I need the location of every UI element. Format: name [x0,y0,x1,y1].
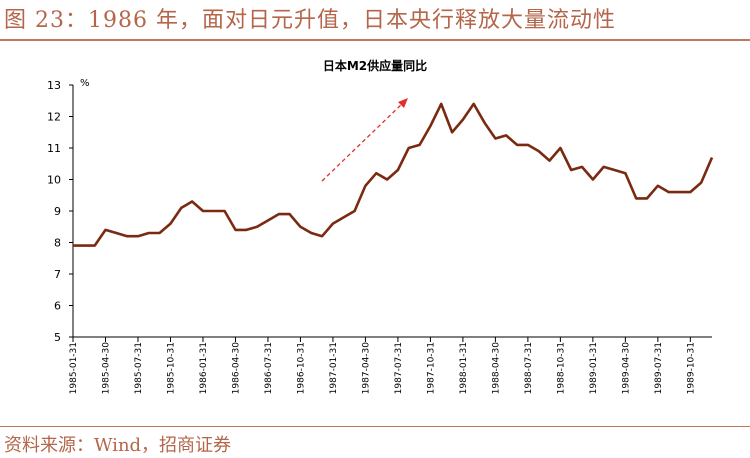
y-tick-label: 6 [54,300,61,313]
series-layer [72,102,714,247]
footer-divider [0,426,750,427]
x-tick-label: 1986-07-31 [264,342,274,394]
x-tick-label: 1985-04-30 [101,342,111,395]
x-tick-label: 1986-01-31 [199,342,209,394]
y-tick-label: 5 [54,331,61,344]
trend-arrow-shaft [321,101,405,182]
x-tick-label: 1988-01-31 [459,342,469,394]
title-divider [0,39,750,41]
chart-axes [72,85,712,338]
trend-arrow-head [398,98,408,108]
x-tick-label: 1988-07-31 [524,342,534,394]
x-axis-ticks: 1985-01-31 1985-04-30 1985-07-31 1985-10-31… [69,337,696,394]
x-tick-label: 1986-10-31 [296,342,306,394]
x-tick-label: 1989-01-31 [589,342,599,394]
chart-title: 日本M2供应量同比 [323,58,427,73]
figure-title: 图 23：1986 年，面对日元升值，日本央行释放大量流动性 [4,8,616,33]
y-tick-label: 12 [47,111,61,124]
y-tick-label: 7 [54,268,61,281]
y-tick-label: 11 [47,142,61,155]
y-tick-label: 9 [54,205,61,218]
x-tick-label: 1985-10-31 [166,342,176,394]
y-axis-ticks: 5 6 7 8 9 10 11 12 13 [47,79,73,344]
x-tick-label: 1987-10-31 [426,342,436,394]
series-line [73,102,714,247]
x-tick-label: 1989-04-30 [621,342,631,395]
y-tick-label: 8 [54,237,61,250]
source-note: 资料来源：Wind，招商证券 [4,435,232,456]
x-tick-label: 1985-07-31 [134,342,144,394]
x-tick-label: 1989-07-31 [654,342,664,394]
y-tick-label: 13 [47,79,61,92]
x-tick-label: 1987-07-31 [394,342,404,394]
x-tick-label: 1987-01-31 [329,342,339,394]
x-tick-label: 1987-04-30 [361,342,371,395]
x-tick-label: 1986-04-30 [231,342,241,395]
x-tick-label: 1988-10-31 [556,342,566,394]
x-tick-label: 1988-04-30 [491,342,501,395]
x-tick-label: 1989-10-31 [686,342,696,394]
x-tick-label: 1985-01-31 [69,342,79,394]
annotation-layer [321,98,408,182]
y-tick-label: 10 [47,174,61,187]
y-axis-unit: % [80,78,90,89]
